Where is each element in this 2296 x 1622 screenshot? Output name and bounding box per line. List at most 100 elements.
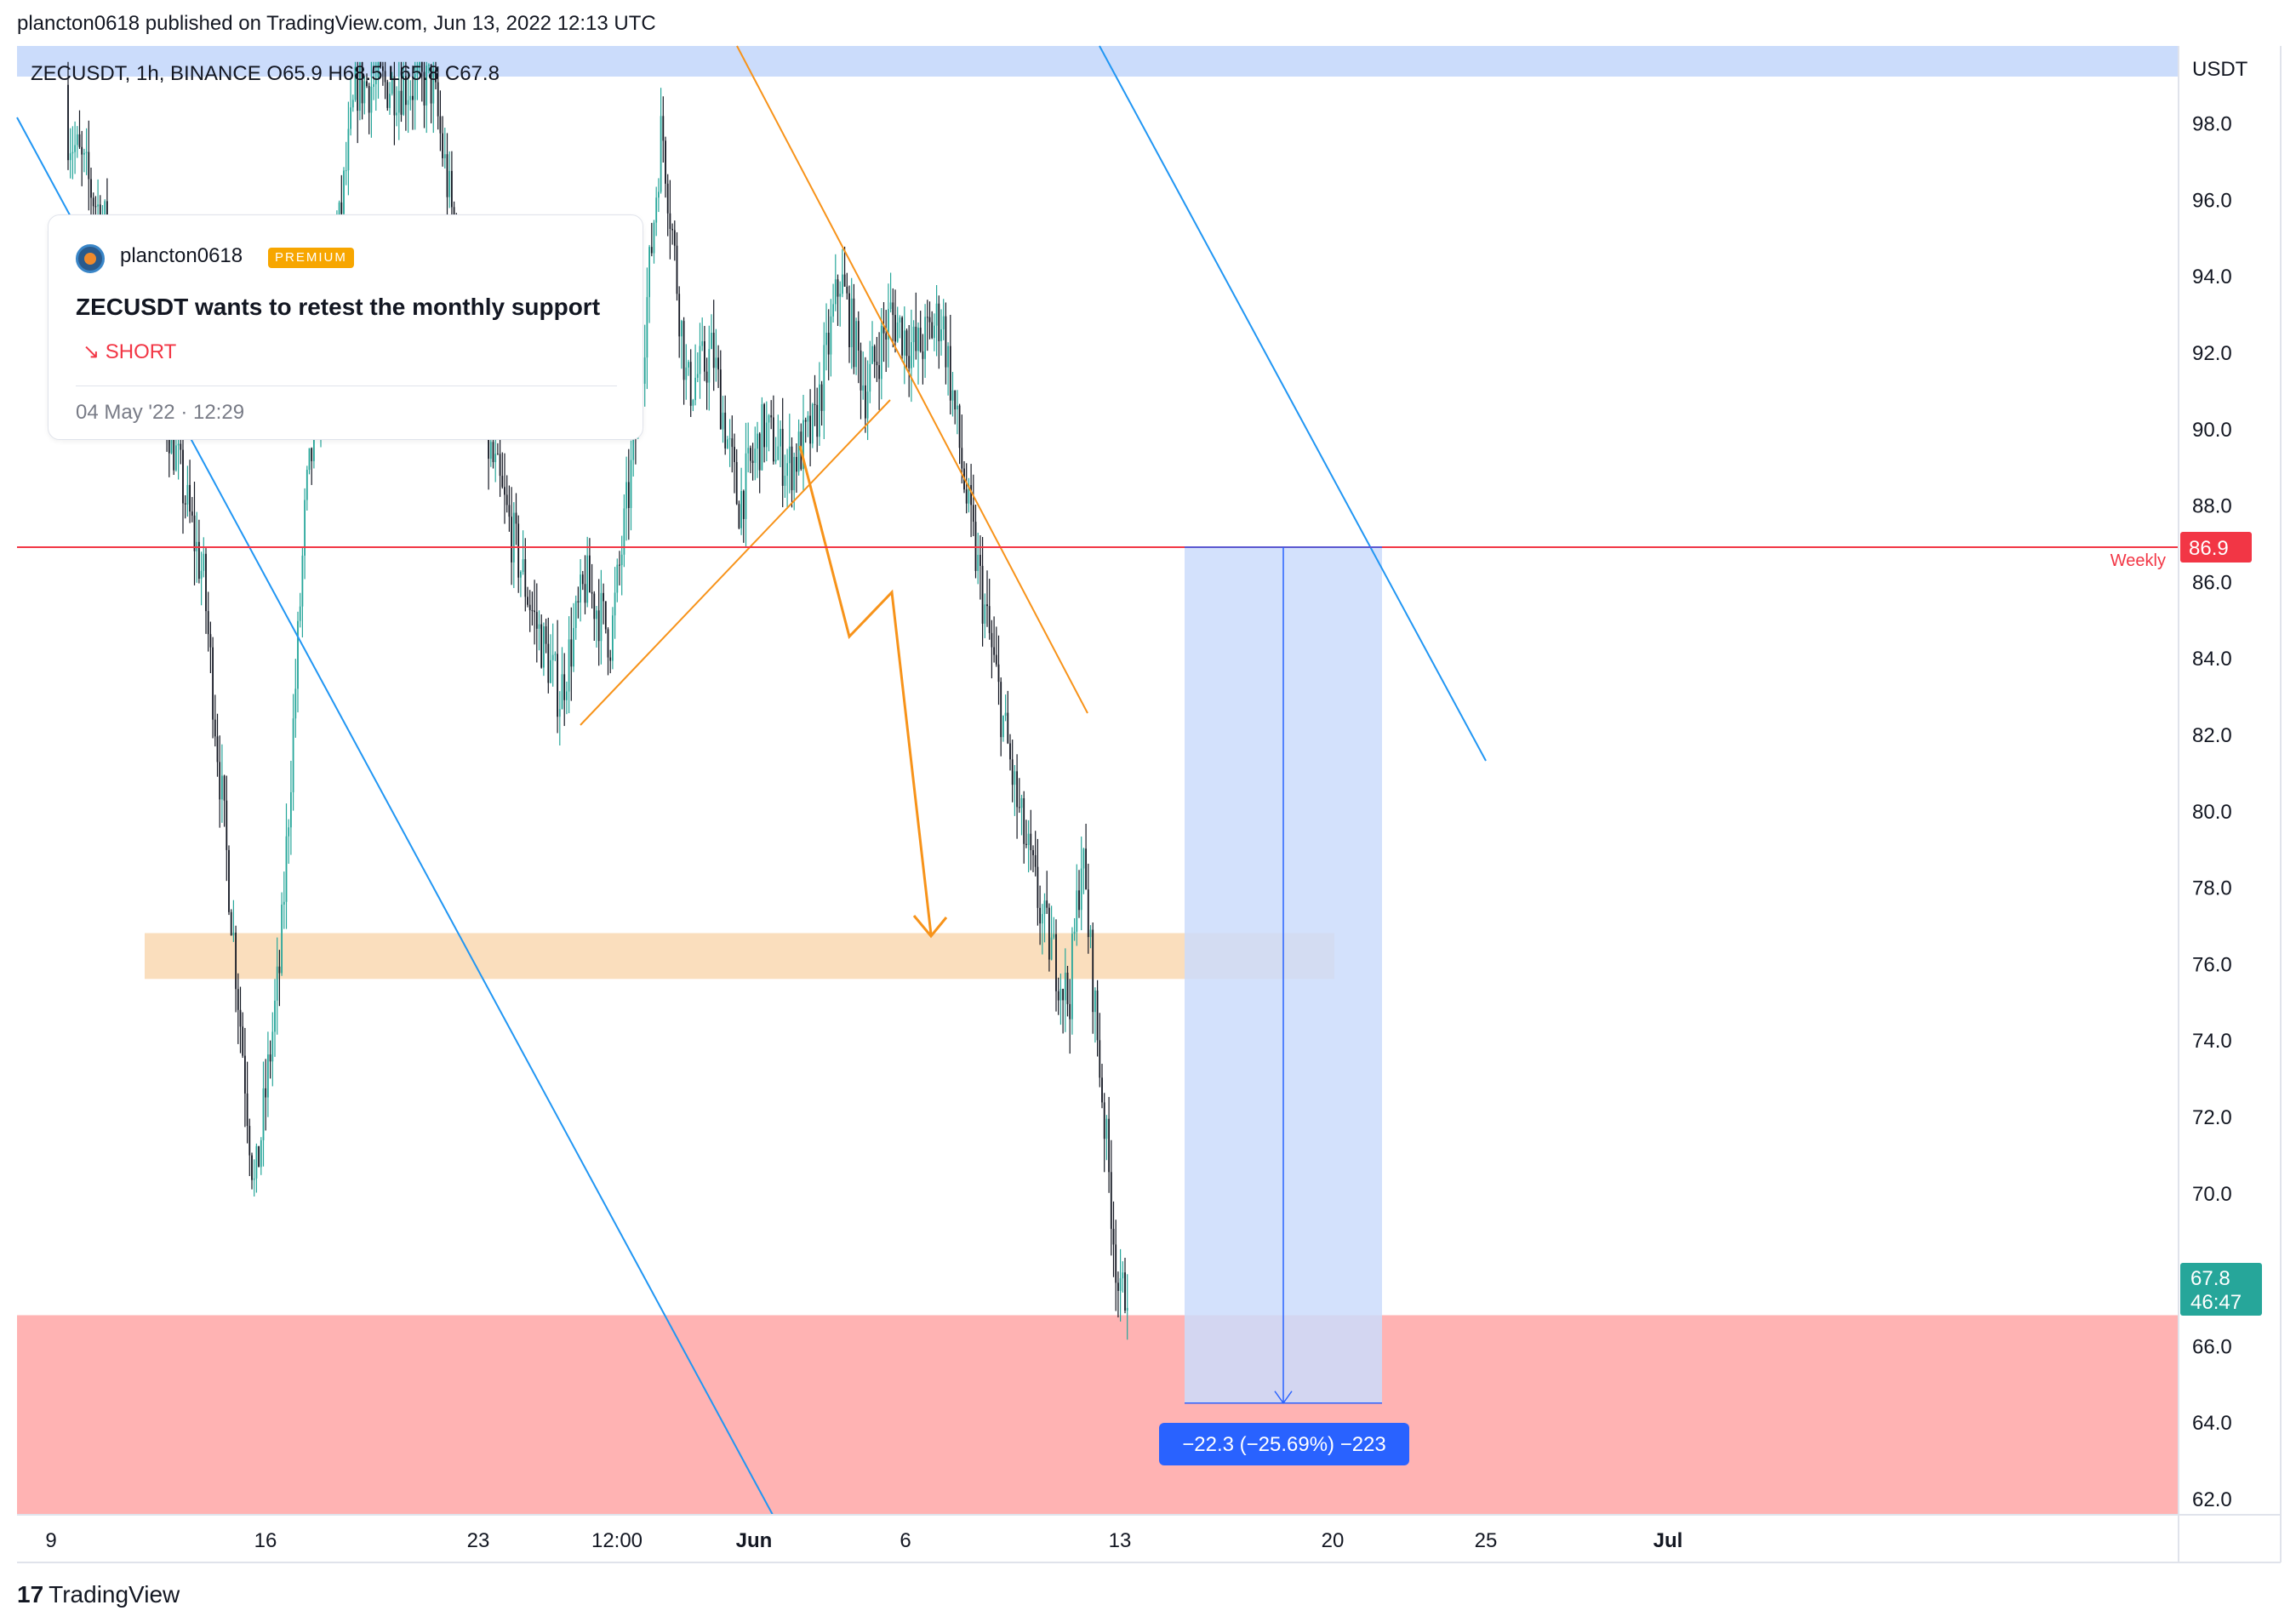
- candle-body: [515, 512, 517, 524]
- candle-body: [78, 134, 81, 147]
- candle-body: [977, 555, 980, 571]
- idea-title[interactable]: ZECUSDT wants to retest the monthly supp…: [76, 294, 601, 320]
- candle-body: [734, 447, 735, 462]
- candle-body: [809, 415, 811, 444]
- candle-body: [535, 612, 538, 629]
- candle-body: [894, 315, 896, 342]
- candle-body: [251, 1155, 253, 1180]
- candle-body: [938, 303, 940, 341]
- candle-body: [596, 610, 597, 620]
- candle-body: [1080, 868, 1082, 911]
- candle-body: [951, 390, 954, 401]
- candle-body: [297, 620, 299, 689]
- candle-body: [214, 719, 216, 737]
- price-axis[interactable]: USDT 98.0 96.0 94.0 92.0 90.0 88.0 86.0 84.0 82.0…: [17, 46, 2282, 1563]
- candle-body: [505, 494, 508, 505]
- candle-body: [593, 593, 596, 620]
- idea-direction: ↘ SHORT: [83, 340, 177, 363]
- candle-body: [673, 230, 676, 246]
- candle-body: [791, 446, 793, 491]
- candle-body: [520, 572, 522, 578]
- time-tick-label: 23: [467, 1529, 490, 1552]
- candle-body: [432, 70, 435, 104]
- candle-body: [561, 674, 563, 710]
- candle-body: [262, 1088, 265, 1140]
- candle-body: [267, 1054, 269, 1098]
- candle-body: [892, 302, 894, 316]
- candle-body: [397, 90, 400, 113]
- candle-body: [1057, 991, 1059, 1001]
- candle-body: [1041, 914, 1043, 924]
- candle-body: [357, 66, 359, 111]
- tradingview-logo[interactable]: 17 TradingView: [17, 1581, 180, 1608]
- candle-body: [850, 298, 853, 347]
- candle-body: [540, 624, 543, 668]
- candle-body: [589, 555, 591, 592]
- candle-body: [620, 554, 623, 566]
- candle-body: [761, 404, 763, 471]
- candle-body: [350, 107, 351, 129]
- candle-body: [177, 443, 180, 446]
- candle-body: [67, 84, 69, 161]
- candle-body: [347, 129, 350, 171]
- candle-body: [1112, 1229, 1115, 1245]
- candle-body: [970, 484, 972, 505]
- candle-body: [577, 601, 580, 603]
- candle-body: [278, 966, 281, 974]
- candle-body: [616, 564, 619, 593]
- candle-body: [627, 482, 630, 508]
- candle-body: [1087, 889, 1089, 938]
- candle-body: [669, 213, 671, 229]
- candle-body: [1115, 1244, 1117, 1283]
- candle-body: [683, 321, 685, 380]
- price-tick-label: 62.0: [2192, 1488, 2232, 1511]
- candle-body: [980, 555, 981, 566]
- candle-body: [242, 1026, 244, 1056]
- idea-card[interactable]: plancton0618 PREMIUM ZECUSDT wants to re…: [48, 214, 643, 440]
- candle-body: [1027, 833, 1030, 845]
- candle-body: [494, 454, 497, 463]
- candle-body: [94, 206, 97, 208]
- trendline-upper: [1099, 45, 1487, 762]
- candle-body: [366, 81, 368, 87]
- candle-body: [882, 325, 885, 334]
- candle-body: [701, 341, 704, 346]
- current-price-label: 67.8: [2190, 1267, 2230, 1290]
- time-axis[interactable]: 9 16 23 12:00 Jun 6 13 20 25 Jul: [45, 1529, 1682, 1552]
- candle-body: [688, 362, 689, 368]
- time-tick-label: 16: [254, 1529, 277, 1552]
- candle-body: [988, 606, 991, 633]
- candle-body: [269, 1054, 271, 1062]
- candle-body: [717, 357, 719, 370]
- candle-body: [928, 317, 931, 323]
- candle-body: [244, 1055, 246, 1094]
- idea-date: 04 May '22 · 12:29: [76, 401, 245, 424]
- candle-body: [1096, 991, 1099, 1041]
- candle-body: [600, 592, 603, 642]
- avatar[interactable]: [76, 244, 105, 273]
- candle-body: [260, 1139, 262, 1168]
- measure-label-box: [1159, 1423, 1409, 1465]
- candle-body: [819, 384, 820, 437]
- candle-body: [905, 330, 908, 357]
- candle-body: [878, 365, 880, 380]
- candle-body: [1002, 716, 1004, 738]
- idea-username[interactable]: plancton0618: [120, 244, 243, 267]
- candle-body: [648, 247, 650, 298]
- candle-body: [968, 484, 970, 504]
- candle-body: [414, 73, 416, 100]
- candle-body: [1023, 798, 1025, 844]
- projection-path: [798, 445, 933, 935]
- candle-body: [869, 363, 871, 392]
- candle-body: [528, 604, 531, 611]
- symbol-ohlc: ZECUSDT, 1h, BINANCE O65.9 H68.5 L65.8 C…: [31, 62, 500, 85]
- candle-body: [186, 484, 189, 505]
- candle-body: [802, 420, 804, 470]
- candle-body: [563, 674, 566, 700]
- time-tick-label: 13: [1109, 1529, 1132, 1552]
- candle-body: [678, 294, 681, 337]
- candle-body: [363, 81, 366, 104]
- candle-body: [658, 191, 660, 198]
- candle-body: [248, 1126, 251, 1156]
- candle-body: [1078, 890, 1080, 911]
